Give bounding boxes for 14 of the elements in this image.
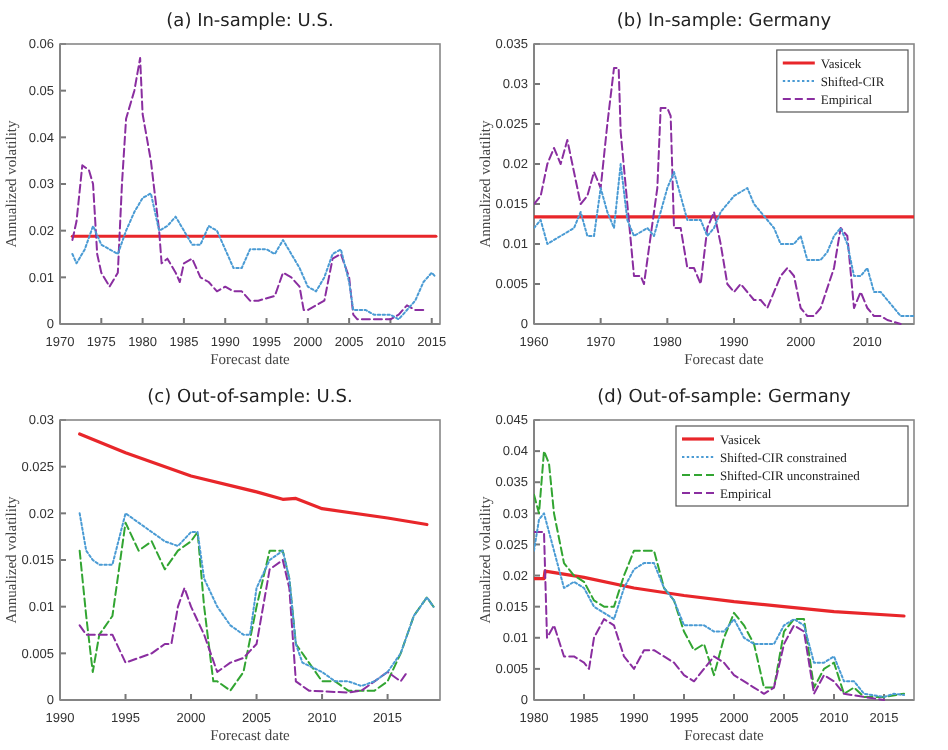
line-series [71,57,425,321]
line-series [534,512,905,698]
line-series [534,569,906,618]
chart-title: (a) In-sample: U.S. [166,12,334,32]
line-series [78,432,429,527]
line-series [534,163,914,317]
line-series [71,192,437,321]
line-series [534,450,905,698]
chart-title: (b) In-sample: Germany [616,12,833,32]
chart-title: (c) Out-of-sample: U.S. [147,388,353,408]
line-series [78,559,409,694]
chart-title: (d) Out-of-sample: Germany [597,388,853,408]
line-series [534,531,885,701]
line-series [534,67,902,325]
